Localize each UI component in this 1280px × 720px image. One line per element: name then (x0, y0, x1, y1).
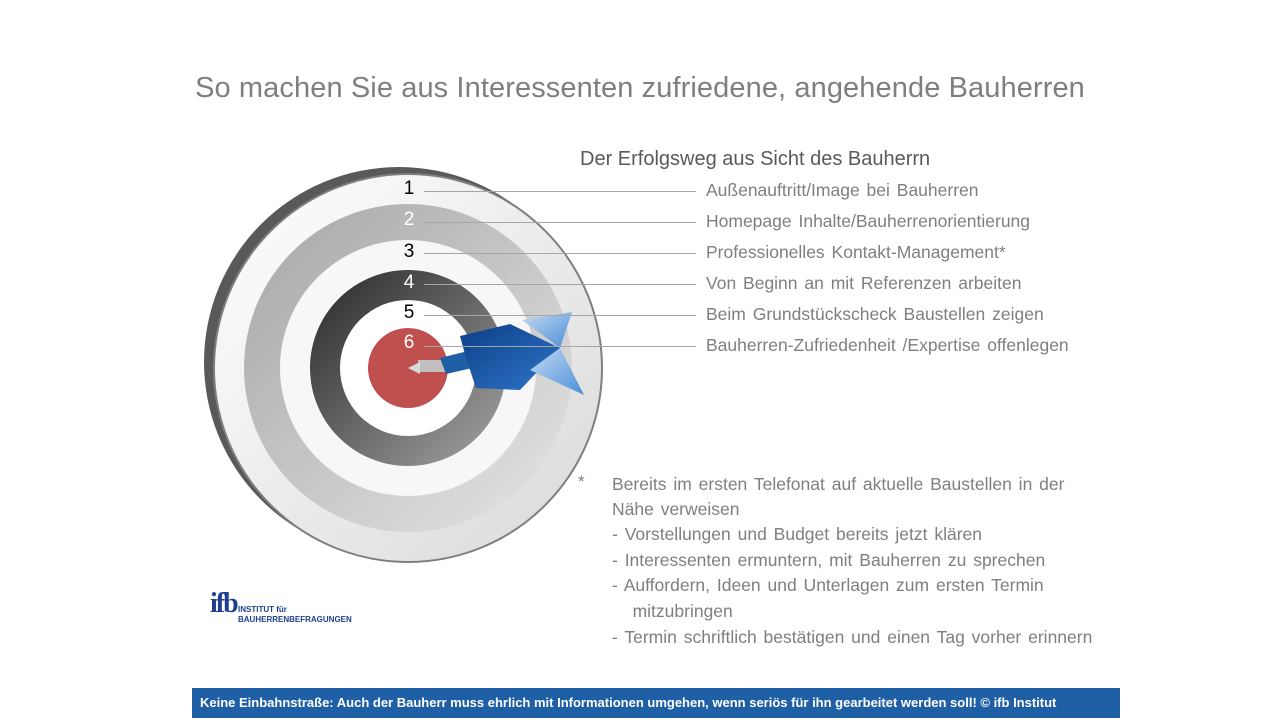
note-line-4: - Interessenten ermuntern, mit Bauherren… (612, 550, 1046, 570)
leader-line-2 (424, 222, 696, 223)
step-number-5: 5 (403, 302, 415, 323)
note-line-6: mitzubringen (612, 601, 733, 621)
step-number-4: 4 (403, 272, 415, 293)
step-number-2: 2 (403, 209, 415, 230)
note-line-7: - Termin schriftlich bestätigen und eine… (612, 627, 1093, 647)
logo-mark: ifb (210, 588, 239, 619)
leader-line-1 (424, 191, 696, 192)
leader-line-6 (424, 346, 696, 347)
subtitle: Der Erfolgsweg aus Sicht des Bauherrn (580, 148, 931, 170)
logo-line-1: INSTITUT für (238, 605, 287, 614)
dart (408, 312, 584, 395)
note-line-5: - Auffordern, Ideen und Unterlagen zum e… (612, 575, 1044, 595)
logo-line-2: BAUHERRENBEFRAGUNGEN (238, 615, 352, 624)
step-label-6: Bauherren-Zufriedenheit /Expertise offen… (706, 335, 1069, 355)
note-line-3: - Vorstellungen und Budget bereits jetzt… (612, 524, 982, 544)
step-number-6: 6 (403, 332, 415, 353)
leader-line-3 (424, 253, 696, 254)
step-number-1: 1 (403, 178, 415, 199)
slide-title: So machen Sie aus Interessenten zufriede… (195, 72, 1085, 104)
note-line-2: Nähe verweisen (612, 499, 740, 519)
step-label-5: Beim Grundstückscheck Baustellen zeigen (706, 304, 1044, 324)
dartboard-target-graphic (204, 167, 603, 563)
note-asterisk: * (578, 472, 585, 491)
step-label-3: Professionelles Kontakt-Management* (706, 242, 1006, 262)
leader-line-4 (424, 284, 696, 285)
note-line-1: Bereits im ersten Telefonat auf aktuelle… (612, 474, 1065, 494)
footer-banner: Keine Einbahnstraße: Auch der Bauherr mu… (192, 688, 1120, 718)
step-label-1: Außenauftritt/Image bei Bauherren (706, 180, 979, 200)
leader-line-5 (424, 315, 696, 316)
step-label-4: Von Beginn an mit Referenzen arbeiten (706, 273, 1022, 293)
step-number-3: 3 (403, 241, 415, 262)
step-label-2: Homepage Inhalte/Bauherrenorientierung (706, 211, 1031, 231)
